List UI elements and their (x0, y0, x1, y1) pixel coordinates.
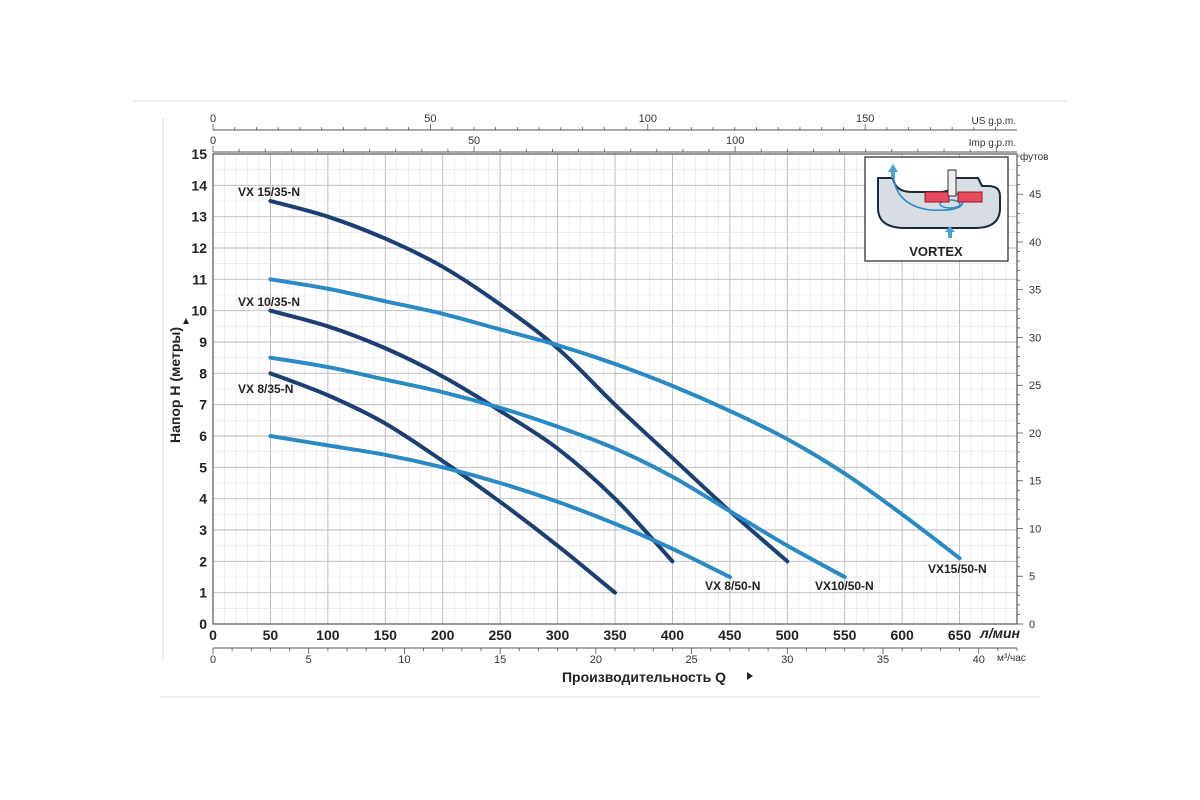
x-tick-label: 350 (603, 627, 627, 643)
series-label-4: VX15/50-N (928, 562, 987, 576)
feet-tick-label: 10 (1029, 523, 1041, 535)
y-tick-label: 3 (199, 522, 207, 538)
series-label-5: VX10/50-N (815, 579, 874, 593)
m3h-tick-label: 10 (398, 654, 410, 666)
feet-tick-label: 40 (1029, 237, 1041, 249)
feet-tick-label: 5 (1029, 571, 1035, 583)
feet-tick-label: 35 (1029, 285, 1041, 297)
us-gpm-tick-label: 150 (856, 113, 874, 125)
y-tick-label: 15 (191, 146, 207, 162)
x-axis-title: Производительность Q (562, 669, 726, 685)
imp-gpm-unit: Imp g.p.m. (969, 138, 1016, 149)
outlet-arrow-icon (888, 164, 898, 178)
y-axis-title: Напор H (метры) (167, 327, 183, 443)
m3h-unit: м³/час (997, 653, 1026, 664)
y-tick-label: 14 (191, 177, 207, 193)
us-gpm-unit: US g.p.m. (972, 116, 1016, 127)
m3h-tick-label: 15 (494, 654, 506, 666)
feet-tick-label: 30 (1029, 332, 1041, 344)
y-tick-label: 1 (199, 585, 207, 601)
y-tick-label: 0 (199, 616, 207, 632)
feet-tick-label: 0 (1029, 619, 1035, 631)
y-axis-arrow-icon (183, 318, 189, 324)
impeller-right-icon (957, 191, 983, 203)
m3h-tick-label: 0 (210, 654, 216, 666)
x-tick-label: 650 (948, 627, 972, 643)
x-tick-label: 150 (374, 627, 398, 643)
x-tick-label: 0 (209, 627, 217, 643)
bottom-axes: 0 50 100 150 200 250 300 350 400 450 500 550 600 650 0… (209, 627, 1018, 666)
series-label-2: VX 10/35-N (238, 295, 300, 309)
series-label-3: VX 8/35-N (238, 382, 293, 396)
x-tick-label: 450 (718, 627, 742, 643)
inset-label: VORTEX (909, 244, 963, 259)
y-tick-label: 5 (199, 459, 207, 475)
x-tick-label: 50 (263, 627, 279, 643)
imp-gpm-tick-label: 0 (210, 135, 216, 147)
y-tick-label: 11 (192, 271, 207, 287)
feet-tick-label: 20 (1029, 428, 1041, 440)
m3h-tick-label: 40 (973, 654, 985, 666)
feet-axis: 0 5 10 15 20 25 30 35 40 45 (1017, 155, 1041, 631)
series-line-2 (268, 308, 675, 564)
y-tick-label: 7 (199, 397, 207, 413)
series-line-6 (268, 434, 732, 579)
series-line-4 (268, 277, 962, 561)
x-tick-label: 300 (546, 627, 570, 643)
x-tick-label: 200 (431, 627, 455, 643)
inlet-arrow-icon (945, 226, 955, 238)
feet-tick-label: 25 (1029, 380, 1041, 392)
m3h-tick-label: 30 (781, 654, 793, 666)
x-tick-label: 250 (488, 627, 512, 643)
imp-gpm-tick-label: 100 (726, 135, 744, 147)
series-line-1 (268, 199, 790, 564)
shaft-icon (947, 169, 957, 197)
series-label-1: VX 15/35-N (238, 185, 300, 199)
impeller-left-icon (924, 191, 950, 203)
us-gpm-tick-label: 0 (210, 113, 216, 125)
y-tick-label: 6 (199, 428, 207, 444)
plot-frame (212, 153, 1018, 625)
y-tick-label: 8 (199, 365, 207, 381)
m3h-tick-label: 35 (877, 654, 889, 666)
lpm-unit: л/мин (979, 625, 1021, 641)
imp-gpm-tick-label: 50 (468, 135, 480, 147)
x-tick-label: 500 (776, 627, 800, 643)
x-tick-label: 600 (890, 627, 914, 643)
y-tick-label: 13 (191, 209, 207, 225)
us-gpm-tick-label: 50 (424, 113, 436, 125)
feet-unit: футов (1020, 151, 1048, 163)
y-tick-label: 4 (199, 491, 207, 507)
x-axis-arrow-icon (747, 672, 753, 680)
x-tick-label: 550 (833, 627, 857, 643)
vortex-inset: VORTEX (864, 156, 1009, 262)
y-tick-label: 9 (199, 334, 207, 350)
series-line-3 (268, 371, 617, 595)
series-label-6: VX 8/50-N (705, 579, 760, 593)
top-axes: 0 50 100 150 0 50 100 (210, 113, 1017, 153)
x-tick-label: 100 (316, 627, 340, 643)
m3h-tick-label: 5 (306, 654, 312, 666)
y-tick-label: 2 (199, 553, 207, 569)
series (268, 199, 962, 595)
impeller-housing-icon (877, 177, 1001, 229)
feet-tick-label: 15 (1029, 476, 1041, 488)
feet-tick-label: 45 (1029, 189, 1041, 201)
series-labels: VX 15/35-N VX 10/35-N VX 8/35-N VX15/50-N VX… (238, 185, 987, 593)
series-line-5 (268, 355, 847, 579)
y-tick-label: 12 (191, 240, 207, 256)
m3h-tick-label: 20 (590, 654, 602, 666)
us-gpm-tick-label: 100 (639, 113, 657, 125)
x-tick-label: 400 (661, 627, 685, 643)
m3h-tick-label: 25 (685, 654, 697, 666)
y-tick-label: 10 (191, 303, 207, 319)
vortex-swirl-icon (939, 199, 961, 209)
